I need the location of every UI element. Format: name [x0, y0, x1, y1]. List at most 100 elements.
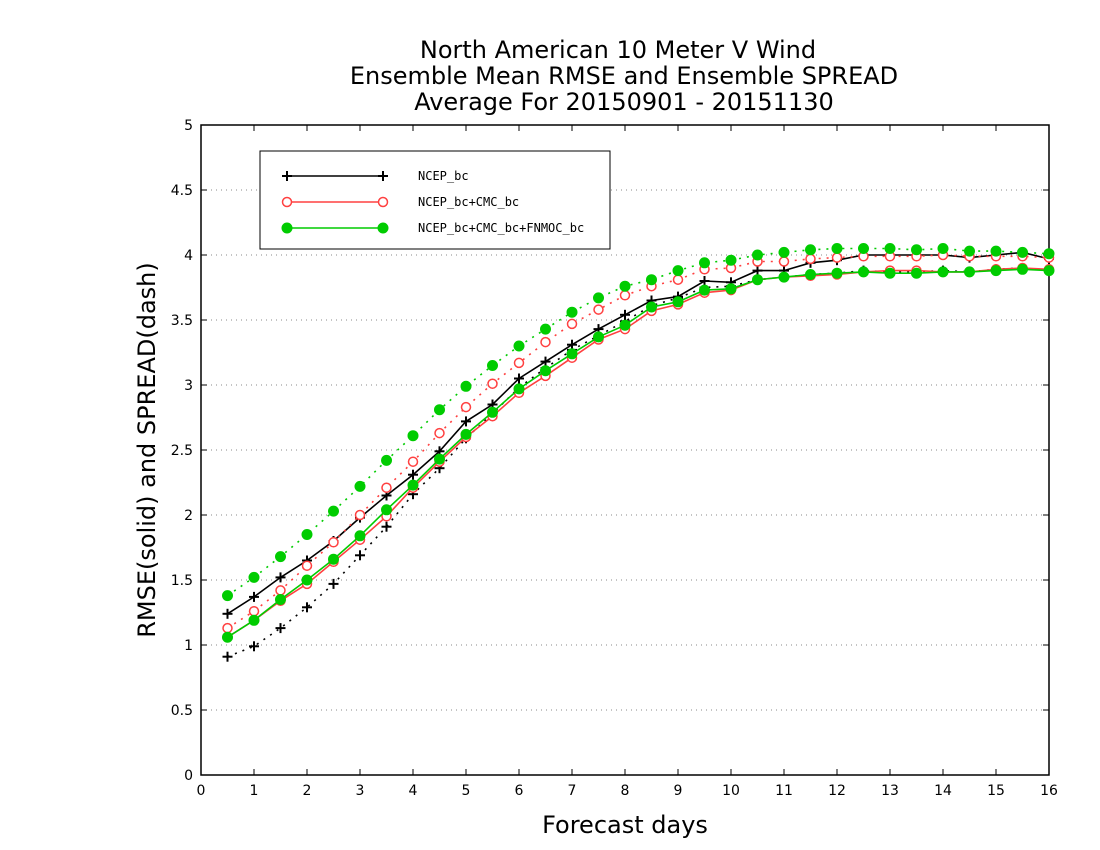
ncep-bc-cmc-bc-fnmoc-bc-spread-point — [911, 244, 922, 256]
ncep-bc-cmc-bc-fnmoc-bc-rmse-point — [725, 283, 737, 295]
legend-item-ncep-bc-cmc-bc: NCEP_bc+CMC_bc — [281, 195, 519, 209]
x-tick-label: 2 — [303, 783, 312, 799]
title-line-1: North American 10 Meter V Wind — [420, 36, 816, 64]
ncep-bc-cmc-bc-fnmoc-bc-rmse-point — [619, 319, 631, 331]
ncep-bc-cmc-bc-fnmoc-bc-spread-point — [672, 265, 684, 277]
ncep-bc-spread-point — [222, 651, 233, 662]
ncep-bc-cmc-bc-fnmoc-bc-rmse-point — [858, 266, 869, 278]
legend-marker — [377, 196, 389, 208]
legend-label: NCEP_bc+CMC_bc — [418, 195, 519, 209]
ncep-bc-cmc-bc-fnmoc-bc-rmse-point — [805, 269, 816, 280]
ncep-bc-cmc-bc-fnmoc-bc-rmse-point — [672, 296, 684, 308]
ncep-bc-cmc-bc-fnmoc-bc-rmse-point — [301, 574, 313, 586]
x-tick-label: 10 — [722, 783, 740, 799]
legend: NCEP_bc NCEP_bc+CMC_bc NCEP_bc+CMC_bc+FNMO… — [259, 150, 611, 250]
ncep-bc-cmc-bc-fnmoc-bc-spread-point — [593, 292, 604, 304]
ncep-bc-cmc-bc-fnmoc-bc-spread-point — [301, 529, 313, 540]
ncep-bc-cmc-bc-fnmoc-bc-spread-point — [884, 243, 896, 254]
x-tick-label: 12 — [828, 783, 846, 799]
ncep-bc-cmc-bc-spread-point — [566, 318, 578, 330]
ncep-bc-rmse-point — [514, 373, 524, 384]
ncep-bc-cmc-bc-fnmoc-bc-spread-point — [619, 280, 631, 292]
ncep-bc-cmc-bc-spread-point — [805, 253, 816, 265]
y-tick-label: 2 — [184, 508, 193, 524]
series-ncep-bc-cmc-bc-fnmoc-bc — [222, 243, 1055, 643]
legend-label: NCEP_bc+CMC_bc+FNMOC_bc — [418, 221, 584, 235]
ncep-bc-cmc-bc-fnmoc-bc-spread-point — [487, 360, 498, 371]
ncep-bc-cmc-bc-fnmoc-bc-spread-point — [964, 245, 975, 257]
ncep-bc-cmc-bc-fnmoc-bc-rmse-point — [460, 428, 472, 440]
ncep-bc-cmc-bc-spread-line — [227, 254, 1050, 629]
ncep-bc-spread-point — [302, 602, 312, 613]
ncep-bc-cmc-bc-fnmoc-bc-spread-point — [407, 430, 419, 442]
ncep-bc-cmc-bc-fnmoc-bc-spread-point — [222, 590, 233, 602]
ncep-bc-cmc-bc-fnmoc-bc-rmse-point — [407, 479, 419, 491]
legend-marker — [282, 171, 292, 181]
legend-item-ncep-bc-cmc-bc-fnmoc-bc: NCEP_bc+CMC_bc+FNMOC_bc — [281, 221, 584, 235]
legend-box — [259, 150, 611, 250]
x-tick-label: 1 — [250, 783, 259, 799]
ncep-bc-cmc-bc-fnmoc-bc-rmse-point — [937, 266, 949, 278]
x-tick-label: 13 — [881, 783, 899, 799]
y-tick-label: 4 — [184, 248, 193, 264]
ncep-bc-rmse-point — [408, 469, 418, 480]
x-tick-label: 15 — [987, 783, 1005, 799]
ncep-bc-spread-point — [249, 641, 259, 652]
ncep-bc-cmc-bc-spread-point — [381, 482, 392, 493]
title-line-3: Average For 20150901 - 20151130 — [414, 88, 834, 116]
ncep-bc-spread-point — [275, 623, 286, 634]
ncep-bc-cmc-bc-fnmoc-bc-rmse-point — [248, 614, 260, 626]
ncep-bc-cmc-bc-fnmoc-bc-spread-point — [778, 246, 790, 258]
ncep-bc-cmc-bc-spread-point — [328, 537, 339, 548]
ncep-bc-cmc-bc-fnmoc-bc-rmse-point — [778, 271, 790, 283]
y-tick-label: 3 — [184, 378, 193, 394]
y-tick-label: 0.5 — [171, 703, 193, 719]
legend-label: NCEP_bc — [418, 169, 469, 183]
x-tick-label: 5 — [462, 783, 471, 799]
ncep-bc-cmc-bc-fnmoc-bc-rmse-point — [831, 267, 843, 279]
ncep-bc-spread-line — [227, 267, 1050, 658]
ncep-bc-cmc-bc-spread-point — [275, 585, 286, 596]
series-ncep-bc — [222, 247, 1054, 662]
series-layer — [222, 243, 1055, 662]
ncep-bc-cmc-bc-fnmoc-bc-rmse-point — [566, 348, 578, 360]
ncep-bc-cmc-bc-spread-point — [434, 427, 445, 439]
y-tick-label: 4.5 — [171, 183, 193, 199]
legend-marker — [377, 222, 389, 234]
ncep-bc-rmse-point — [275, 572, 286, 583]
x-tick-label: 3 — [356, 783, 365, 799]
ncep-bc-cmc-bc-fnmoc-bc-spread-point — [1043, 248, 1055, 260]
y-tick-label: 1 — [184, 638, 193, 654]
ncep-bc-cmc-bc-spread-point — [672, 274, 684, 285]
ncep-bc-rmse-point — [461, 416, 471, 427]
ncep-bc-cmc-bc-fnmoc-bc-spread-point — [540, 323, 551, 335]
ncep-bc-cmc-bc-fnmoc-bc-rmse-point — [593, 331, 604, 343]
ncep-bc-rmse-point — [752, 265, 763, 276]
ncep-bc-cmc-bc-fnmoc-bc-rmse-point — [275, 594, 286, 605]
ncep-bc-cmc-bc-spread-point — [540, 336, 551, 348]
ncep-bc-cmc-bc-fnmoc-bc-spread-point — [937, 243, 949, 254]
y-tick-label: 1.5 — [171, 573, 193, 589]
ncep-bc-cmc-bc-spread-point — [354, 509, 366, 521]
y-axis: 0 0.5 1 1.5 2 2.5 3 3.5 4 4.5 5 — [171, 118, 1049, 784]
ncep-bc-cmc-bc-fnmoc-bc-spread-point — [328, 505, 339, 517]
legend-marker — [378, 171, 388, 181]
ncep-bc-spread-point — [355, 550, 365, 561]
ncep-bc-cmc-bc-fnmoc-bc-rmse-point — [540, 365, 551, 377]
y-tick-label: 5 — [184, 118, 193, 134]
legend-marker — [281, 196, 293, 208]
title-line-2: Ensemble Mean RMSE and Ensemble SPREAD — [350, 62, 898, 90]
ncep-bc-cmc-bc-spread-point — [513, 357, 525, 369]
x-tick-label: 6 — [515, 783, 524, 799]
ncep-bc-cmc-bc-fnmoc-bc-rmse-point — [646, 301, 657, 313]
ncep-bc-cmc-bc-fnmoc-bc-rmse-point — [434, 453, 445, 465]
ncep-bc-cmc-bc-fnmoc-bc-spread-point — [699, 257, 710, 269]
ncep-bc-cmc-bc-fnmoc-bc-spread-point — [752, 249, 763, 261]
grid — [201, 189, 1049, 711]
ncep-bc-cmc-bc-fnmoc-bc-rmse-point — [513, 383, 525, 395]
ncep-bc-cmc-bc-spread-point — [593, 304, 604, 315]
ncep-bc-cmc-bc-fnmoc-bc-spread-point — [646, 274, 657, 286]
ncep-bc-cmc-bc-fnmoc-bc-rmse-line — [227, 268, 1050, 638]
x-tick-label: 14 — [934, 783, 952, 799]
